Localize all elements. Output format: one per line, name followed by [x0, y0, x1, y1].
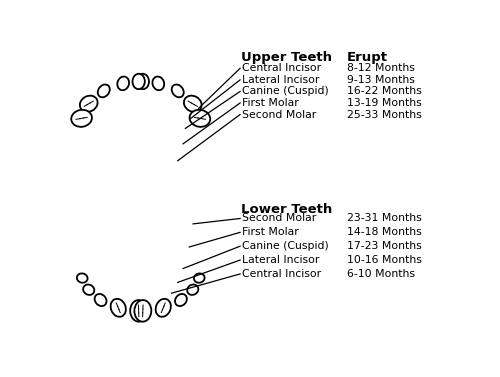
- Text: Lower Teeth: Lower Teeth: [241, 203, 332, 216]
- Ellipse shape: [152, 77, 164, 90]
- Ellipse shape: [80, 96, 98, 112]
- Ellipse shape: [156, 299, 171, 317]
- Text: Canine (Cuspid): Canine (Cuspid): [242, 241, 329, 251]
- Ellipse shape: [98, 84, 110, 97]
- Ellipse shape: [110, 299, 126, 317]
- Text: 25-33 Months: 25-33 Months: [347, 110, 422, 120]
- Text: First Molar: First Molar: [242, 98, 299, 108]
- Text: Erupt: Erupt: [347, 51, 388, 64]
- Text: Lateral Incisor: Lateral Incisor: [242, 255, 320, 265]
- Ellipse shape: [136, 74, 149, 89]
- Text: 23-31 Months: 23-31 Months: [347, 213, 422, 224]
- Text: 8-12 Months: 8-12 Months: [347, 63, 415, 74]
- Ellipse shape: [77, 273, 88, 283]
- Ellipse shape: [194, 273, 204, 283]
- Text: 10-16 Months: 10-16 Months: [347, 255, 422, 265]
- Text: First Molar: First Molar: [242, 227, 299, 238]
- Ellipse shape: [118, 77, 129, 90]
- Ellipse shape: [134, 300, 152, 322]
- Ellipse shape: [132, 74, 145, 89]
- Ellipse shape: [190, 110, 210, 127]
- Text: Second Molar: Second Molar: [242, 213, 316, 224]
- Text: Central Incisor: Central Incisor: [242, 269, 322, 279]
- Text: 17-23 Months: 17-23 Months: [347, 241, 422, 251]
- Text: 14-18 Months: 14-18 Months: [347, 227, 422, 238]
- Ellipse shape: [172, 84, 183, 97]
- Ellipse shape: [72, 110, 92, 127]
- Ellipse shape: [184, 96, 202, 112]
- Text: 6-10 Months: 6-10 Months: [347, 269, 415, 279]
- Text: Second Molar: Second Molar: [242, 110, 316, 120]
- Ellipse shape: [175, 294, 187, 306]
- Text: 16-22 Months: 16-22 Months: [347, 86, 422, 97]
- Ellipse shape: [187, 285, 198, 295]
- Text: Lateral Incisor: Lateral Incisor: [242, 75, 320, 85]
- Text: Upper Teeth: Upper Teeth: [241, 51, 332, 64]
- Text: Central Incisor: Central Incisor: [242, 63, 322, 74]
- Ellipse shape: [130, 300, 147, 322]
- Ellipse shape: [83, 285, 94, 295]
- Text: 13-19 Months: 13-19 Months: [347, 98, 422, 108]
- Ellipse shape: [94, 294, 106, 306]
- Text: Canine (Cuspid): Canine (Cuspid): [242, 86, 329, 97]
- Text: 9-13 Months: 9-13 Months: [347, 75, 415, 85]
